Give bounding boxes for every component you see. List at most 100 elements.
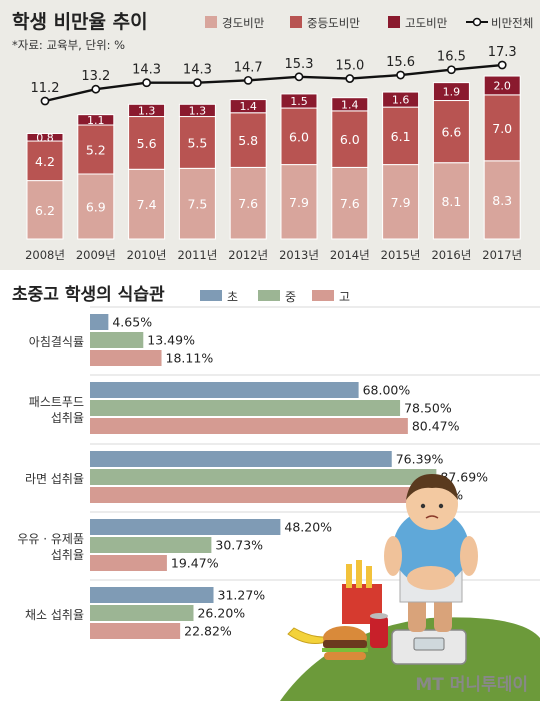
- bar-value-label: 6.2: [35, 203, 55, 218]
- x-tick-label: 2016년: [431, 248, 471, 262]
- bar: [90, 555, 167, 571]
- burger-bun-bottom: [324, 652, 366, 660]
- bar-value-label: 19.47%: [171, 556, 219, 571]
- total-value-label: 14.3: [132, 63, 161, 78]
- bar-value-label: 5.2: [86, 143, 106, 158]
- bar: [90, 605, 194, 621]
- bar-value-label: 1.4: [239, 100, 257, 113]
- total-line: 11.2 13.2 14.3 14.3 14.7 15.3 15.0 15.6 16.5 17.3: [31, 45, 517, 106]
- bar-value-label: 1.4: [341, 98, 359, 111]
- total-line-point: [40, 96, 50, 106]
- total-line-point: [91, 84, 101, 94]
- bar-value-label: 26.20%: [197, 606, 245, 621]
- bar-segment: [382, 106, 420, 166]
- bar-segment: [331, 97, 369, 112]
- bar: [90, 418, 408, 434]
- category-label: 우유 · 유제품: [17, 532, 84, 546]
- bar-value-label: 6.9: [86, 200, 106, 215]
- soda-can: [370, 616, 388, 648]
- legend-swatch-1: [290, 16, 302, 28]
- bar-value-label: 1.5: [290, 95, 308, 108]
- bar-segment: [483, 94, 521, 162]
- legend-label-0: 초: [227, 290, 238, 304]
- stacked-bars: 6.2 4.2 0.8 6.9 5.2 1.1 7.4 5.6 1.3 7.5 5.5 1.3 7.6 5…: [26, 75, 521, 240]
- bar-value-label: 7.9: [289, 195, 309, 210]
- bar-value-label: 1.9: [443, 86, 461, 99]
- total-value-label: 11.2: [31, 81, 60, 96]
- category-label: 섭취율: [51, 548, 84, 562]
- child-arm-right: [460, 536, 478, 576]
- bar: [90, 587, 214, 603]
- bar-segment: [432, 100, 470, 164]
- bar-value-label: 1.6: [392, 94, 410, 107]
- bar-segment: [331, 110, 369, 168]
- bar-value-label: 6.6: [441, 125, 461, 140]
- burger-lettuce: [322, 648, 368, 652]
- bar-value-label: 1.3: [189, 104, 207, 117]
- bar-segment: [178, 103, 216, 118]
- bar-value-label: 30.73%: [215, 538, 263, 553]
- bar-segment: [280, 93, 318, 109]
- bar-segment: [26, 180, 64, 240]
- child-eye-right: [438, 503, 444, 509]
- legend-label-2: 고도비만: [405, 16, 448, 30]
- bar-value-label: 8.3: [492, 193, 512, 208]
- bar-segment: [229, 112, 267, 168]
- bar-value-label: 2.0: [493, 79, 511, 92]
- bar-value-label: 22.82%: [184, 624, 232, 639]
- legend-label-2: 고: [339, 290, 350, 304]
- eating-habits-panel: 초중고 학생의 식습관 초 중 고 아침결식률 4.65% 13.49% 18.11% 패스…: [0, 278, 540, 701]
- x-tick-label: 2008년: [25, 248, 65, 262]
- fries: [366, 566, 372, 588]
- total-value-label: 17.3: [488, 45, 517, 60]
- fries: [346, 564, 352, 588]
- bar-value-label: 7.0: [492, 121, 512, 136]
- bar-segment: [382, 91, 420, 108]
- bar-segment: [77, 124, 115, 175]
- bar-segment: [178, 116, 216, 169]
- fries: [356, 560, 362, 588]
- bar-segment: [432, 162, 470, 240]
- total-line-point: [294, 72, 304, 82]
- bar-value-label: 5.5: [187, 135, 207, 150]
- bar-segment: [128, 168, 166, 240]
- bar: [90, 400, 401, 416]
- total-value-label: 14.7: [234, 60, 263, 75]
- category-label: 섭취율: [51, 411, 84, 425]
- bar-segment: [26, 132, 64, 142]
- bar-value-label: 6.0: [289, 129, 309, 144]
- child-head: [406, 478, 458, 530]
- bar-value-label: 6.0: [340, 132, 360, 147]
- chart-title: 학생 비만율 추이: [12, 11, 148, 33]
- bar-value-label: 80.47%: [412, 419, 460, 434]
- bar: [90, 469, 437, 485]
- bar-segment: [128, 116, 166, 170]
- soda-can-top: [370, 613, 388, 619]
- total-line-point: [192, 78, 202, 88]
- bar: [90, 451, 392, 467]
- bar: [90, 519, 281, 535]
- bar-value-label: 87.69%: [440, 470, 488, 485]
- total-value-label: 16.5: [437, 50, 466, 65]
- bar-segment: [331, 166, 369, 240]
- child-body: [393, 510, 469, 586]
- total-line-point: [396, 70, 405, 80]
- bar-segment: [432, 82, 470, 102]
- child-mouth: [425, 515, 439, 519]
- bar-segment: [483, 75, 521, 96]
- legend-swatch-0: [205, 16, 217, 28]
- bar: [90, 314, 109, 330]
- total-value-label: 14.3: [183, 63, 212, 78]
- legend-label-1: 중: [285, 290, 296, 304]
- bar-value-label: 7.9: [391, 195, 411, 210]
- child-hair: [406, 474, 458, 500]
- x-tick-label: 2012년: [228, 248, 268, 262]
- legend-line-marker: [472, 17, 482, 27]
- bar-segment: [128, 103, 166, 118]
- chart-subtitle: *자료: 교육부, 단위: %: [12, 38, 125, 52]
- bar-value-label: 18.11%: [166, 351, 214, 366]
- category-label: 라면 섭취율: [25, 472, 84, 486]
- x-tick-label: 2017년: [482, 248, 522, 262]
- bar: [90, 623, 181, 639]
- bar-value-label: 7.4: [137, 197, 157, 212]
